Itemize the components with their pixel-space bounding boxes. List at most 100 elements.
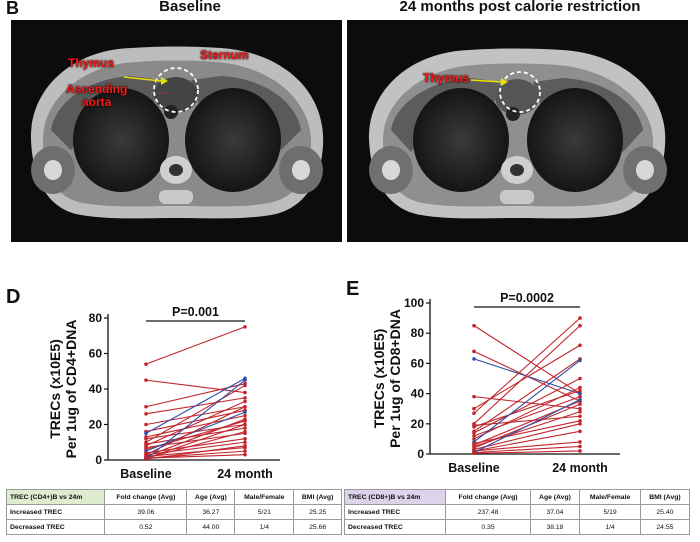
y-tick-label: 20 [411,417,425,431]
data-point [472,431,476,435]
table-cell: Increased TREC [5,504,106,520]
table-row: Decreased TREC 0.35 38.18 1/4 24.55 [343,519,691,535]
data-point [243,440,247,445]
table-d-header-sex: Male/Female [234,489,295,505]
series-line [145,406,246,456]
series-line [145,418,246,457]
series-line [145,377,246,434]
table-cell: 25.25 [293,504,342,520]
data-point [578,385,582,390]
y-axis-label-line: TRECs (x10E5) [47,339,63,439]
series-line [145,379,246,394]
series-line [473,420,581,444]
table-cell: Decreased TREC [5,519,106,535]
y-tick-label: 60 [411,356,425,370]
y-tick-label: 100 [404,296,424,310]
data-point [472,425,476,429]
data-point [243,429,247,434]
data-point [243,426,247,430]
data-point [144,436,148,441]
series-line [473,358,581,395]
series-line [145,423,246,459]
data-point [144,378,148,382]
y-tick-label: 0 [417,447,424,461]
panel-letter-e: E [346,278,360,300]
data-point [578,394,582,399]
table-cell: 38.18 [529,519,581,535]
table-cell: Decreased TREC [343,519,447,535]
data-point [243,417,247,421]
table-cell: 44.00 [186,519,236,535]
series-line [145,445,246,460]
series-line [473,423,581,451]
data-point [144,412,148,416]
table-e-header-sex: Male/Female [579,489,641,505]
series-line [145,384,246,443]
series-line [473,450,581,454]
p-value-annotation: P=0.001 [172,305,219,319]
y-tick-label: 20 [89,418,103,432]
data-point [243,410,247,414]
x-tick-label: 24 month [217,467,273,481]
p-value-annotation: P=0.0002 [500,291,554,305]
thymus-label-baseline: Thymus [68,56,115,70]
data-point [578,343,582,348]
data-point [243,404,247,409]
table-d-header-fold: Fold change (Avg) [104,489,188,505]
data-point [578,316,582,320]
data-point [144,422,148,427]
y-axis-label-line: Per 1ug of CD4+DNA [63,320,79,459]
x-tick-label: 24 month [552,461,608,475]
data-point [243,452,247,457]
mri-24-month-image [347,20,688,242]
data-point [243,383,247,388]
data-point [144,431,148,436]
data-point [578,388,582,393]
table-cell: 25.66 [293,519,342,535]
table-cell: 5/21 [234,504,295,520]
data-point [578,440,582,444]
data-point [243,378,247,382]
data-point [578,409,582,414]
table-d-header-bmi: BMI (Avg) [293,489,342,505]
data-point [243,413,247,418]
table-row: Decreased TREC 0.52 44.00 1/4 25.66 [5,519,342,535]
data-point [578,406,582,411]
y-axis-label-line: Per 1ug of CD8+DNA [387,309,403,448]
data-point [578,418,582,423]
table-cell: 37.04 [529,504,581,520]
series-line [473,441,581,452]
y-tick-label: 0 [95,453,102,467]
y-tick-label: 60 [89,347,103,361]
data-point [144,362,148,366]
data-point [243,436,247,441]
table-row: Increased TREC 39.06 36.27 5/21 25.25 [5,504,342,520]
data-point [578,444,582,449]
series-line [473,358,581,432]
data-point [243,390,247,395]
data-point [472,357,476,361]
x-tick-label: Baseline [448,461,499,475]
data-point [144,404,148,409]
table-cell: 24.55 [639,519,691,535]
data-point [243,396,247,400]
thymus-label-24m: Thymus [423,71,470,85]
y-axis-label: TRECs (x10E5)Per 1ug of CD4+DNA [47,320,79,459]
data-point [578,422,582,426]
data-point [578,402,582,406]
series-line [473,387,581,440]
table-cell: 36.27 [186,504,236,520]
data-point [578,449,582,453]
series-line [145,406,246,426]
table-d-header-age: Age (Avg) [186,489,236,505]
series-line [145,454,246,459]
table-cell: 39.06 [104,504,188,520]
y-tick-label: 80 [89,311,103,325]
table-e-header-bmi: BMI (Avg) [639,489,691,505]
data-point [578,414,582,419]
series-line [473,325,581,395]
series-line [145,379,246,460]
chart-e: TRECs (x10E5)Per 1ug of CD8+DNA 0 20 40 60 80… [371,291,620,475]
y-tick-label: 40 [89,382,103,396]
series-line [473,445,581,454]
